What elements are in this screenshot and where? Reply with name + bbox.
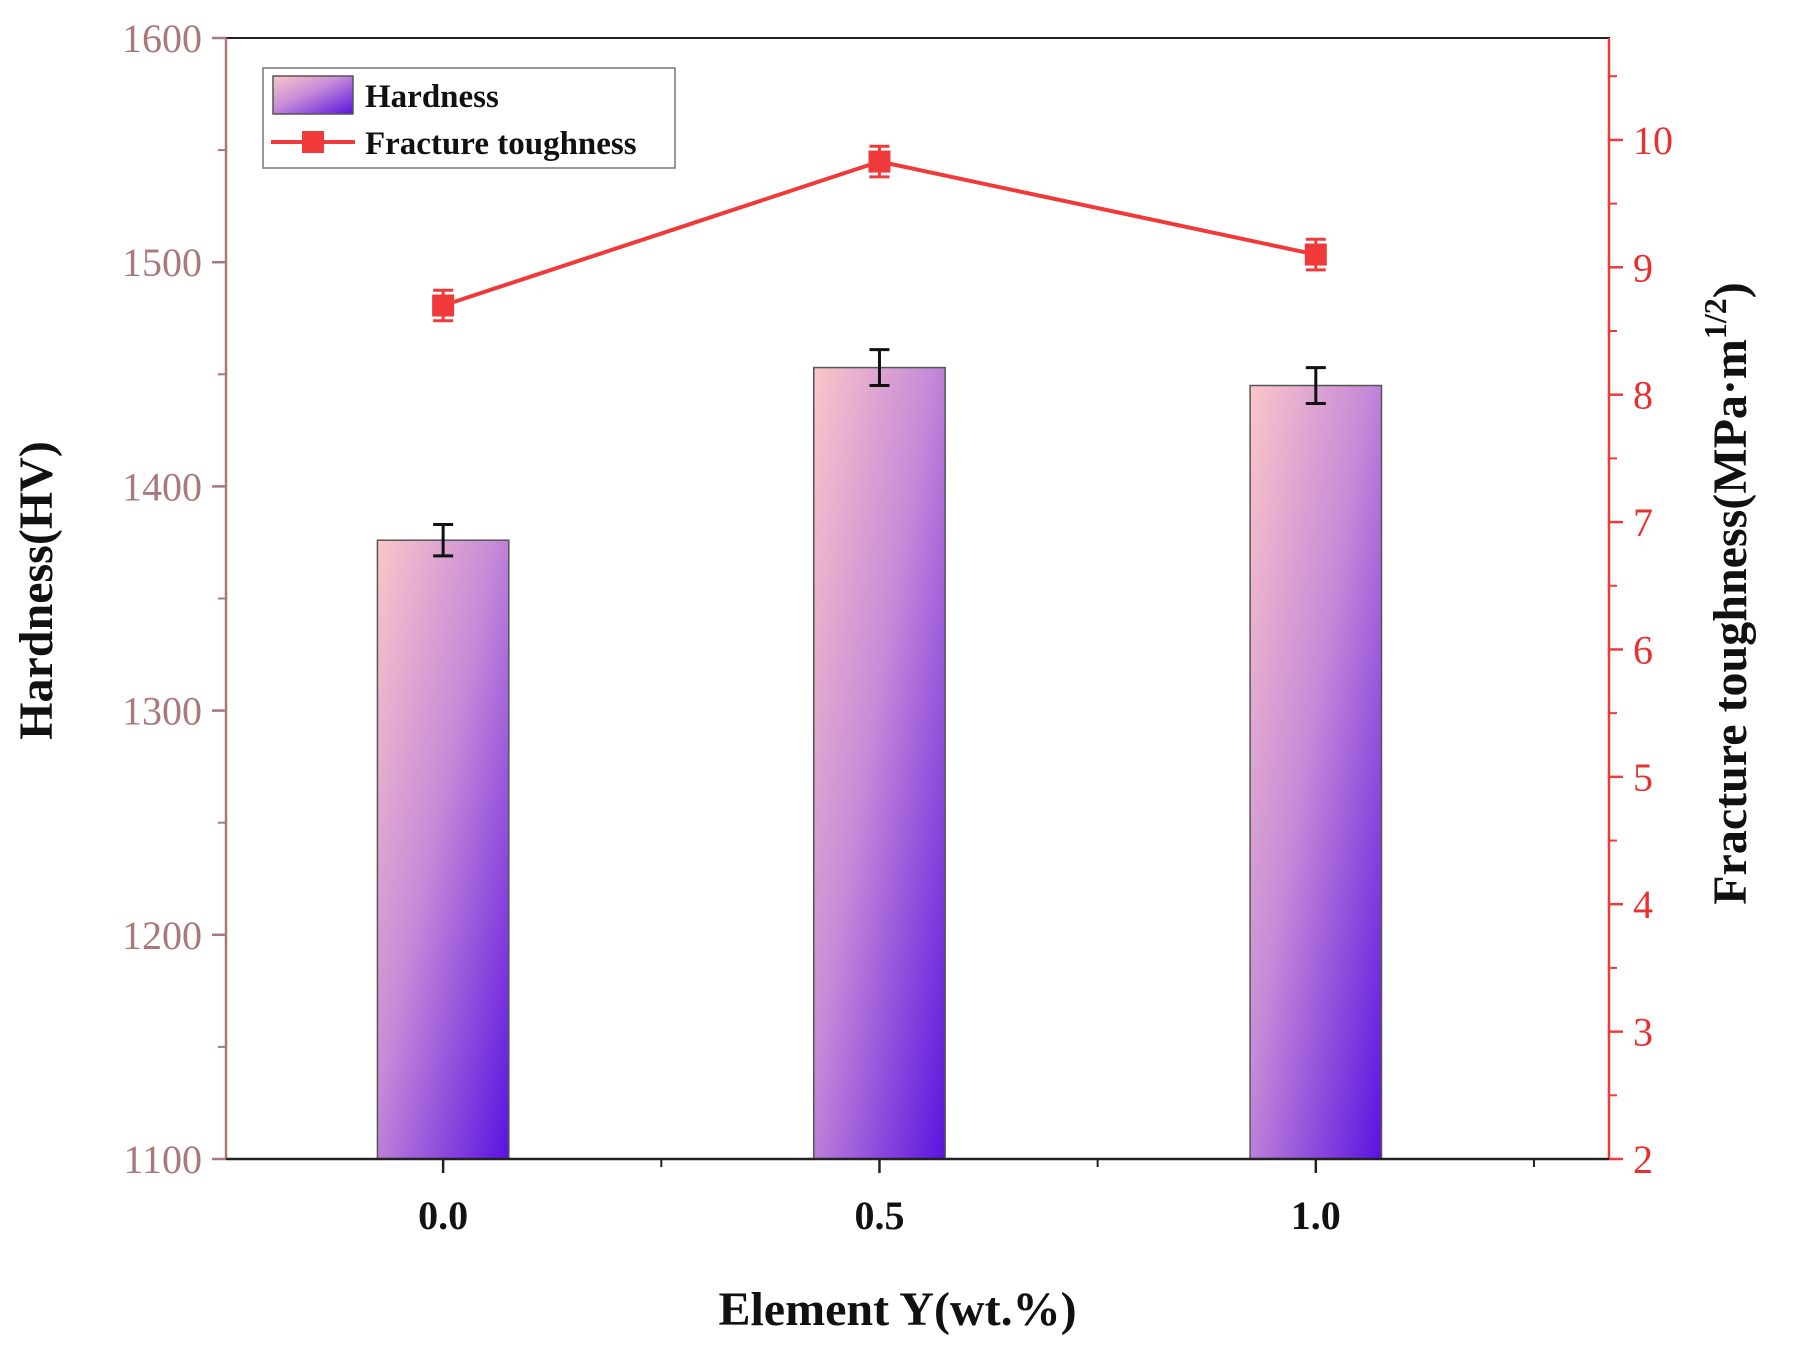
left-tick-label: 1200 [122, 913, 202, 958]
legend: Hardness Fracture toughness [262, 67, 676, 169]
legend-hardness-label: Hardness [365, 79, 499, 115]
left-axis-title: Hardness(HV) [10, 441, 63, 740]
left-tick-label: 1600 [122, 16, 202, 61]
right-tick-label: 8 [1633, 373, 1653, 418]
x-tick-label: 1.0 [1291, 1193, 1341, 1238]
hardness-bar [813, 366, 946, 1160]
left-tick-label: 1300 [122, 689, 202, 734]
legend-fracture-label: Fracture toughness [365, 126, 637, 162]
right-tick-label: 3 [1633, 1010, 1653, 1055]
legend-fracture-marker [302, 131, 324, 153]
axes-group: 1100 1200 1300 1400 1500 1600 2 3 4 5 6 7 8 9 10 0.0 0.5… [10, 16, 1757, 1336]
x-tick-label: 0.5 [854, 1193, 904, 1238]
fracture-toughness-line [442, 159, 1317, 308]
right-axis-title: Fracture toughness(MPa·m1/2) [1697, 282, 1757, 905]
right-tick-label: 7 [1633, 500, 1653, 545]
left-tick-label: 1100 [123, 1137, 202, 1182]
fracture-toughness-point [868, 150, 891, 173]
right-axis-title-superscript: 1/2 [1697, 298, 1733, 339]
right-tick-label: 4 [1633, 882, 1653, 927]
x-axis-title: Element Y(wt.%) [718, 1283, 1076, 1336]
right-tick-label: 5 [1633, 755, 1653, 800]
fracture-toughness-point [1304, 243, 1327, 266]
right-axis-title-close: ) [1704, 282, 1757, 298]
line-group [432, 144, 1327, 323]
legend-hardness-swatch [272, 75, 354, 115]
right-axis-title-main: Fracture toughness(MPa·m [1704, 339, 1757, 905]
left-tick-label: 1400 [122, 464, 202, 509]
x-tick-label: 0.0 [418, 1193, 468, 1238]
fracture-toughness-point [432, 294, 455, 317]
right-tick-label: 10 [1633, 118, 1673, 163]
left-tick-label: 1500 [122, 240, 202, 285]
right-tick-label: 9 [1633, 245, 1653, 290]
bars-group [376, 348, 1383, 1160]
right-tick-label: 6 [1633, 627, 1653, 672]
hardness-bar [376, 539, 510, 1160]
hardness-bar [1249, 384, 1383, 1160]
right-tick-label: 2 [1633, 1137, 1653, 1182]
